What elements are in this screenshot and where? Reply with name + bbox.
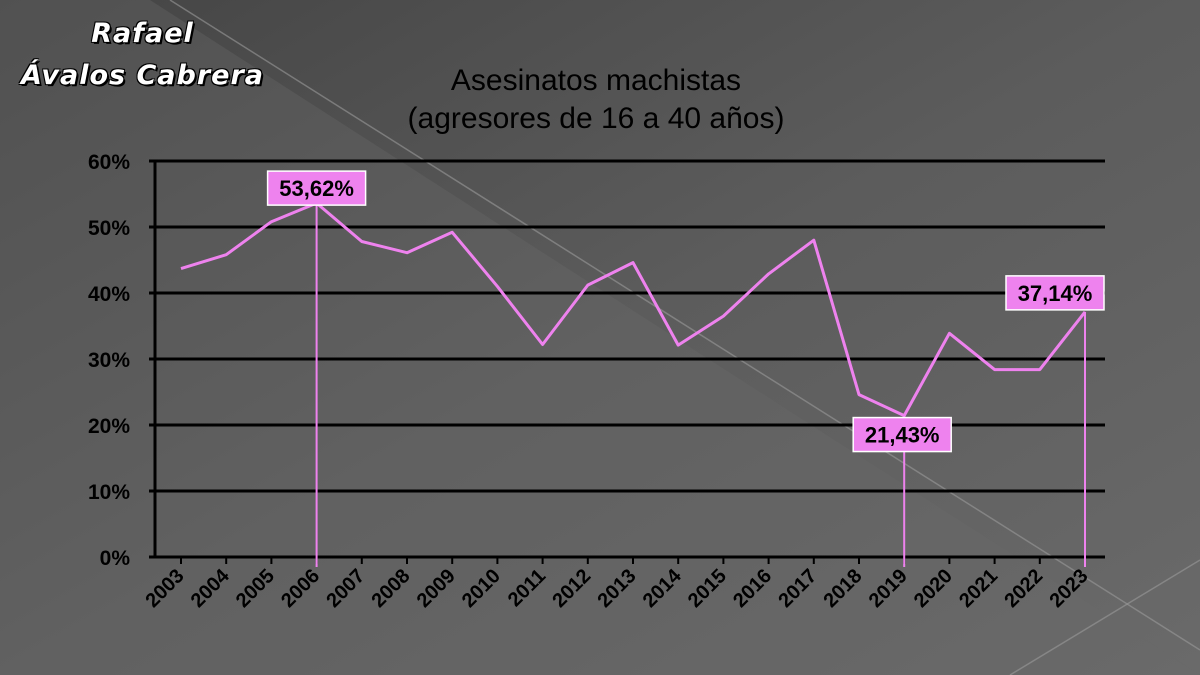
data-point	[811, 238, 816, 243]
data-point	[359, 239, 364, 244]
data-point	[766, 271, 771, 276]
gridlines	[149, 159, 1105, 559]
chart-title-line2: (agresores de 16 a 40 años)	[408, 102, 785, 135]
author-name-line2: Ávalos Cabrera	[20, 60, 265, 91]
data-point	[676, 343, 681, 348]
data-point	[540, 342, 545, 347]
background-diagonal-line	[169, 0, 1200, 651]
data-point	[179, 266, 184, 271]
data-point	[405, 250, 410, 255]
annotation-label-box	[852, 416, 952, 453]
data-point	[450, 230, 455, 235]
data-point	[585, 283, 590, 288]
y-axis-ticks: 0% 10% 20% 30% 40% 50% 60%	[88, 151, 130, 570]
chart-title-line1: Asesinatos machistas	[451, 64, 741, 97]
data-point	[721, 314, 726, 319]
background-corner-line	[1009, 559, 1200, 675]
annotation-label-box	[1005, 275, 1105, 311]
data-point	[224, 252, 229, 257]
author-name-line1: Rafael	[91, 18, 194, 49]
annotation-label-box	[266, 170, 367, 206]
data-point	[857, 392, 862, 397]
data-point	[269, 219, 274, 224]
series-line	[179, 201, 1087, 418]
annotation-label: 37,14%	[1018, 281, 1093, 306]
data-point	[495, 284, 500, 289]
y-tick-label: 20%	[88, 415, 130, 438]
data-point	[992, 367, 997, 372]
data-point	[947, 331, 952, 336]
annotation-labels: 53,62% 21,43% 37,14%	[266, 170, 1105, 453]
data-point	[1037, 367, 1042, 372]
y-tick-label: 30%	[88, 349, 130, 372]
data-point	[631, 260, 636, 265]
y-tick-label: 60%	[88, 151, 130, 174]
y-tick-label: 0%	[100, 547, 131, 570]
y-tick-label: 50%	[88, 217, 130, 240]
y-tick-label: 10%	[88, 481, 130, 504]
data-line	[180, 201, 1087, 418]
annotation-label: 21,43%	[865, 423, 940, 448]
annotation-label: 53,62%	[279, 176, 354, 201]
y-tick-label: 40%	[88, 283, 130, 306]
